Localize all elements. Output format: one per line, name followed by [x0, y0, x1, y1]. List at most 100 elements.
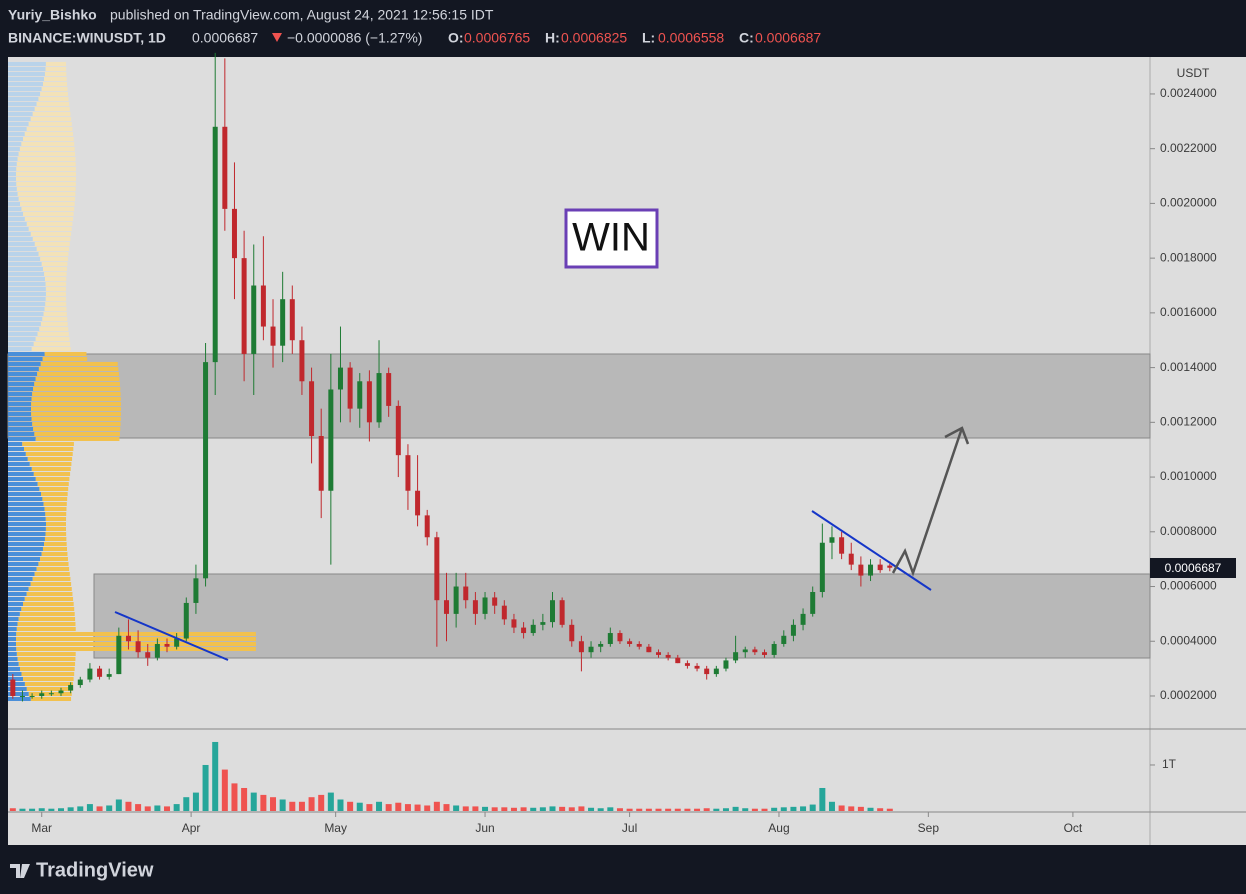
volume-bar [857, 806, 864, 811]
y-tick-label: 0.0014000 [1160, 360, 1217, 374]
profile-bar [8, 217, 25, 221]
profile-bar [28, 587, 72, 591]
profile-bar [8, 262, 42, 266]
profile-bar [45, 512, 67, 516]
profile-bar [41, 262, 68, 266]
profile-bar [8, 692, 29, 696]
volume-bar [164, 806, 171, 811]
volume-bar [77, 806, 84, 811]
ohlc-key: C: [739, 30, 754, 46]
y-tick-label: 0.0022000 [1160, 141, 1217, 155]
volume-bar [819, 787, 826, 811]
profile-bar [8, 492, 42, 496]
volume-bar [800, 806, 807, 811]
candle-body [424, 515, 430, 538]
profile-bar [42, 317, 68, 321]
profile-bar [40, 362, 118, 366]
profile-bar [32, 392, 121, 396]
ohlc-value: 0.0006558 [658, 30, 724, 46]
candle-body [77, 679, 83, 686]
candle-body [145, 652, 151, 658]
volume-bar [732, 806, 739, 811]
profile-bar [40, 557, 68, 561]
profile-bar [23, 602, 74, 606]
change: −0.0000086 (−1.27%) [287, 30, 422, 46]
profile-bar [36, 102, 70, 106]
candle-body [328, 389, 334, 491]
profile-bar [19, 147, 75, 151]
volume-bar [751, 808, 758, 811]
profile-bar [41, 492, 68, 496]
volume-bar [848, 806, 855, 811]
ohlc-key: H: [545, 30, 560, 46]
profile-bar [42, 357, 88, 361]
candle-body [453, 586, 459, 614]
trendline [114, 611, 229, 661]
profile-bar [44, 77, 67, 81]
volume-bar [202, 764, 209, 811]
profile-bar [45, 532, 67, 536]
volume-bar [173, 804, 180, 811]
profile-bar [8, 547, 43, 551]
profile-bar [8, 137, 24, 141]
profile-bar [8, 182, 17, 186]
profile-bar [19, 612, 75, 616]
profile-bar [8, 502, 44, 506]
profile-bar [8, 72, 45, 76]
profile-bar [38, 562, 69, 566]
logo [10, 864, 30, 878]
profile-bar [8, 92, 41, 96]
volume-bar [780, 807, 787, 811]
candle-body [829, 537, 835, 543]
profile-bar [8, 332, 38, 336]
profile-bar [23, 137, 74, 141]
volume-bar [424, 805, 431, 811]
profile-bar [8, 127, 27, 131]
x-tick-label: Jun [475, 821, 494, 835]
profile-bar [16, 172, 76, 176]
profile-bar [45, 517, 67, 521]
candle-body [501, 605, 507, 620]
profile-bar [8, 572, 35, 576]
volume-bar [356, 802, 363, 811]
y-tick-label: 0.0024000 [1160, 86, 1217, 100]
ohlc-value: 0.0006825 [561, 30, 627, 46]
volume-bar [520, 807, 527, 811]
profile-bar [38, 367, 119, 371]
candle-body [877, 564, 883, 571]
candle-body [627, 641, 633, 644]
candle-body [578, 641, 584, 653]
profile-bar [43, 267, 67, 271]
profile-bar [24, 447, 74, 451]
profile-bar [30, 697, 72, 701]
profile-bar [24, 132, 74, 136]
projection-arrow [891, 426, 970, 577]
profile-bar [8, 567, 37, 571]
profile-bar [44, 537, 67, 541]
candle-body [434, 537, 440, 601]
profile-bar [8, 557, 41, 561]
chart-bg [8, 57, 1246, 845]
candle-body [10, 679, 16, 696]
profile-bar [8, 627, 17, 631]
profile-bar [35, 337, 70, 341]
profile-bar [37, 372, 119, 376]
candle-body [771, 643, 777, 655]
profile-bar [45, 522, 67, 526]
candle-body [588, 646, 594, 653]
profile-bar [8, 382, 35, 386]
volume-bar [376, 801, 383, 811]
profile-bar [8, 62, 46, 66]
profile-bar [8, 697, 31, 701]
x-tick-label: Mar [31, 821, 52, 835]
profile-bar [28, 122, 72, 126]
profile-bar [8, 367, 39, 371]
profile-bar [45, 287, 67, 291]
profile-bar [8, 212, 24, 216]
profile-bar [8, 282, 46, 286]
candle-body [174, 638, 180, 647]
volume-bar [38, 808, 45, 811]
profile-bar [35, 437, 120, 441]
profile-bar [33, 427, 121, 431]
down-arrow [272, 33, 282, 42]
